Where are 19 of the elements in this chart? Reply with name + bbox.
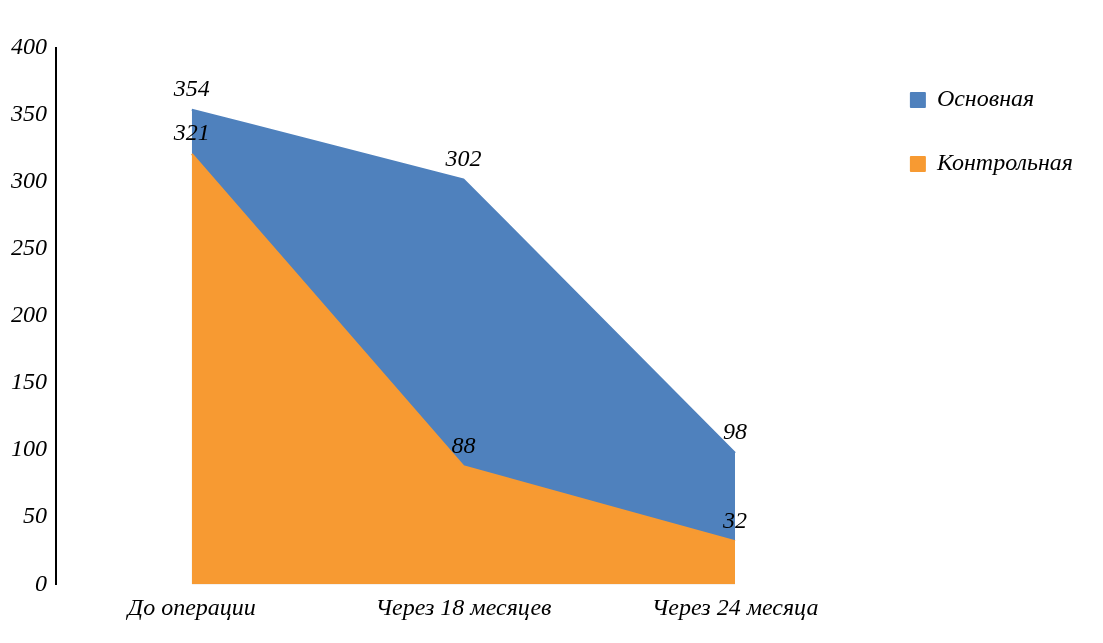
y-tick-label: 200 [11,301,47,328]
y-tick-label: 300 [10,167,47,194]
data-label: 354 [172,74,210,101]
y-tick-label: 100 [11,435,47,462]
legend-label: Контрольная [935,149,1074,176]
y-tick-label: 350 [10,100,47,127]
y-tick-label: 0 [35,569,47,596]
data-label: 32 [722,506,748,533]
data-label: 88 [451,431,476,458]
y-tick-label: 250 [11,234,47,261]
x-tick-label: Через 24 месяца [651,593,819,620]
y-tick-label: 50 [23,502,47,529]
data-label: 302 [444,144,482,171]
x-tick-label: Через 18 месяцев [375,593,552,620]
data-label: 98 [723,418,748,445]
x-tick-label: До операции [125,593,256,620]
y-tick-label: 400 [11,33,47,60]
legend-label: Основная [936,85,1035,112]
y-tick-label: 150 [11,368,47,395]
